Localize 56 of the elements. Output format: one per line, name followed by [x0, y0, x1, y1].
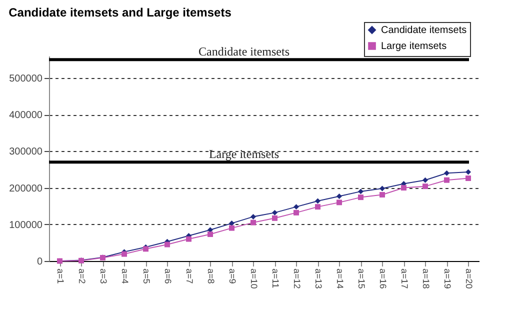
point — [358, 188, 364, 194]
x-tick-label: a=14 — [334, 268, 345, 289]
x-tick-label: a=9 — [227, 268, 238, 284]
point — [164, 242, 170, 248]
point — [272, 215, 278, 221]
y-tick-label: 500000 — [9, 73, 43, 84]
chart-title: Candidate itemsets and Large itemsets — [8, 6, 232, 20]
y-tick-label: 300000 — [9, 146, 43, 158]
x-tick-label: a=12 — [292, 268, 302, 289]
x-tick-label: a=11 — [270, 268, 280, 288]
point — [250, 214, 256, 220]
point — [358, 194, 364, 200]
point — [315, 204, 320, 210]
ref-line-label: Candidate itemsets — [198, 44, 290, 59]
x-tick-label: a=15 — [356, 268, 366, 289]
point — [294, 210, 299, 216]
x-tick-label: a=20 — [464, 268, 474, 289]
x-tick-label: a=7 — [184, 268, 194, 284]
y-tick-label: 400000 — [9, 110, 43, 122]
point — [380, 186, 385, 192]
x-tick-label: a=5 — [141, 268, 152, 284]
x-tick-label: a=8 — [206, 268, 216, 284]
x-tick-label: a=13 — [313, 268, 324, 289]
point — [422, 184, 428, 190]
point — [444, 170, 450, 176]
legend-label: Candidate itemsets — [381, 25, 467, 36]
point — [208, 232, 213, 238]
x-tick-label: a=17 — [399, 268, 410, 289]
x-tick-label: a=6 — [162, 268, 173, 284]
point — [422, 177, 428, 183]
x-tick-label: a=2 — [76, 268, 87, 284]
x-tick-label: a=16 — [378, 268, 388, 289]
point — [336, 193, 342, 199]
ref-line-label: Large itemsets — [208, 147, 280, 162]
point — [336, 200, 342, 206]
point — [294, 204, 299, 210]
x-tick-label: a=4 — [120, 268, 130, 284]
point — [229, 225, 234, 231]
point — [466, 176, 471, 182]
point — [466, 169, 471, 175]
y-tick-label: 0 — [36, 256, 43, 268]
y-tick-label: 100000 — [9, 220, 43, 231]
x-tick-label: a=10 — [248, 268, 259, 289]
point — [315, 198, 320, 204]
x-tick-label: a=18 — [420, 268, 431, 289]
point — [444, 177, 450, 183]
x-tick-label: a=1 — [55, 268, 66, 284]
point — [272, 210, 278, 216]
y-tick-label: 200000 — [9, 183, 43, 194]
point — [401, 185, 406, 191]
x-tick-label: a=19 — [442, 268, 452, 289]
point — [186, 236, 192, 242]
point — [250, 220, 256, 226]
legend-label: Large itemsets — [381, 41, 447, 52]
point — [380, 192, 385, 198]
x-tick-label: a=3 — [98, 268, 108, 284]
